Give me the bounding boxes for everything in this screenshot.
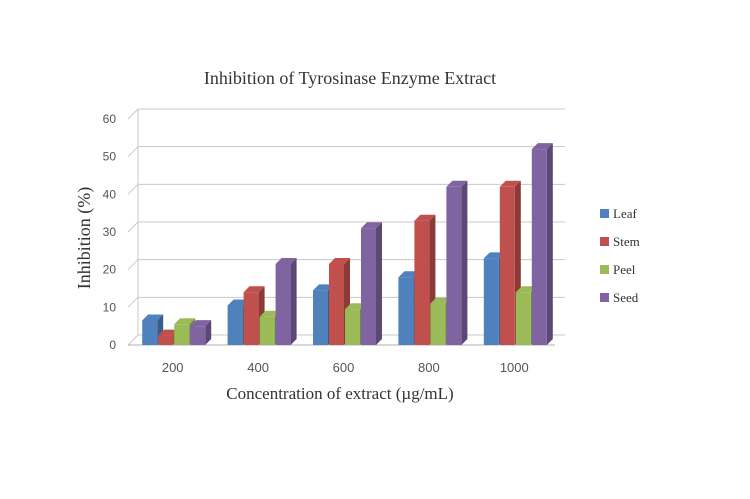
y-axis-label: Inhibition (%)	[74, 187, 95, 289]
bar-top	[190, 320, 212, 327]
bar-top	[483, 252, 505, 259]
bar-top	[227, 299, 249, 306]
gridline-depth	[127, 334, 139, 346]
bar-top	[158, 329, 180, 336]
legend-swatch	[600, 265, 609, 274]
x-axis-label: Concentration of extract (µg/mL)	[226, 384, 453, 403]
legend: Leaf Stem Peel Seed	[600, 206, 640, 305]
bar-side	[290, 258, 297, 345]
bar-front	[414, 220, 430, 345]
bar-front	[499, 186, 515, 345]
x-tick-label: 200	[162, 360, 184, 375]
x-axis-ticks: 200 400 600 800 1000	[162, 360, 529, 375]
y-axis-ticks: 0 10 20 30 40 50 60	[103, 112, 117, 352]
bar-front	[483, 258, 499, 345]
legend-item-peel: Peel	[600, 262, 636, 277]
bar-front	[243, 292, 259, 345]
bar-seed-200	[190, 320, 212, 345]
bar-side	[461, 180, 468, 345]
bar-front	[329, 264, 344, 345]
bar-top	[345, 303, 366, 310]
x-tick-label: 800	[418, 360, 440, 375]
x-tick-label: 400	[247, 360, 269, 375]
gridline-depth	[127, 108, 139, 120]
bar-side	[205, 320, 212, 345]
bar-front	[158, 335, 174, 345]
bar-seed-600	[361, 222, 382, 345]
bar-front	[345, 309, 360, 345]
gridline-depth	[127, 221, 139, 233]
bar-top	[329, 258, 350, 265]
bar-front	[174, 324, 190, 345]
legend-label: Stem	[613, 234, 640, 249]
legend-label: Seed	[613, 290, 639, 305]
bar-front	[190, 326, 206, 345]
legend-swatch	[600, 293, 609, 302]
bar-top	[259, 310, 281, 317]
y-tick-label: 50	[103, 150, 117, 164]
bar-top	[142, 314, 164, 321]
y-tick-label: 40	[103, 187, 117, 201]
legend-item-stem: Stem	[600, 234, 640, 249]
bar-side	[376, 222, 382, 345]
bar-front	[227, 305, 243, 345]
bar-front	[259, 316, 275, 345]
bar-top	[361, 222, 382, 229]
bar-front	[531, 149, 547, 345]
y-tick-label: 30	[103, 225, 117, 239]
bar-front	[515, 292, 531, 345]
gridline-depth	[127, 146, 139, 158]
bar-top	[499, 180, 521, 187]
y-tick-label: 0	[109, 338, 116, 352]
bar-front	[275, 264, 291, 345]
gridline-depth	[127, 183, 139, 195]
legend-swatch	[600, 209, 609, 218]
bar-top	[531, 143, 553, 150]
bar-seed-1000	[531, 143, 553, 345]
gridline-depth	[127, 296, 139, 308]
legend-item-seed: Seed	[600, 290, 639, 305]
legend-label: Leaf	[613, 206, 637, 221]
y-tick-label: 20	[103, 263, 117, 277]
bar-side	[546, 143, 553, 345]
bar-front	[313, 290, 328, 345]
bar-top	[275, 258, 297, 265]
y-tick-label: 10	[103, 300, 117, 314]
bar-top	[430, 297, 452, 304]
bar-front	[142, 320, 158, 345]
bar-top	[515, 286, 537, 293]
bar-seed-800	[446, 180, 468, 345]
chart-title: Inhibition of Tyrosinase Enzyme Extract	[204, 68, 496, 88]
bar-top	[398, 271, 420, 278]
bars	[142, 143, 553, 345]
bar-front	[361, 228, 376, 345]
x-tick-label: 1000	[500, 360, 529, 375]
legend-swatch	[600, 237, 609, 246]
bar-seed-400	[275, 258, 297, 345]
bar-front	[446, 186, 462, 345]
bar-top	[174, 318, 196, 325]
bar-front	[398, 277, 414, 345]
legend-label: Peel	[613, 262, 636, 277]
legend-item-leaf: Leaf	[600, 206, 637, 221]
bar-top	[313, 284, 334, 291]
bar-top	[414, 214, 436, 221]
y-tick-label: 60	[103, 112, 117, 126]
bar-top	[446, 180, 468, 187]
x-tick-label: 600	[333, 360, 355, 375]
bar-front	[430, 303, 446, 345]
bar-top	[243, 286, 265, 293]
gridline-depth	[127, 259, 139, 271]
